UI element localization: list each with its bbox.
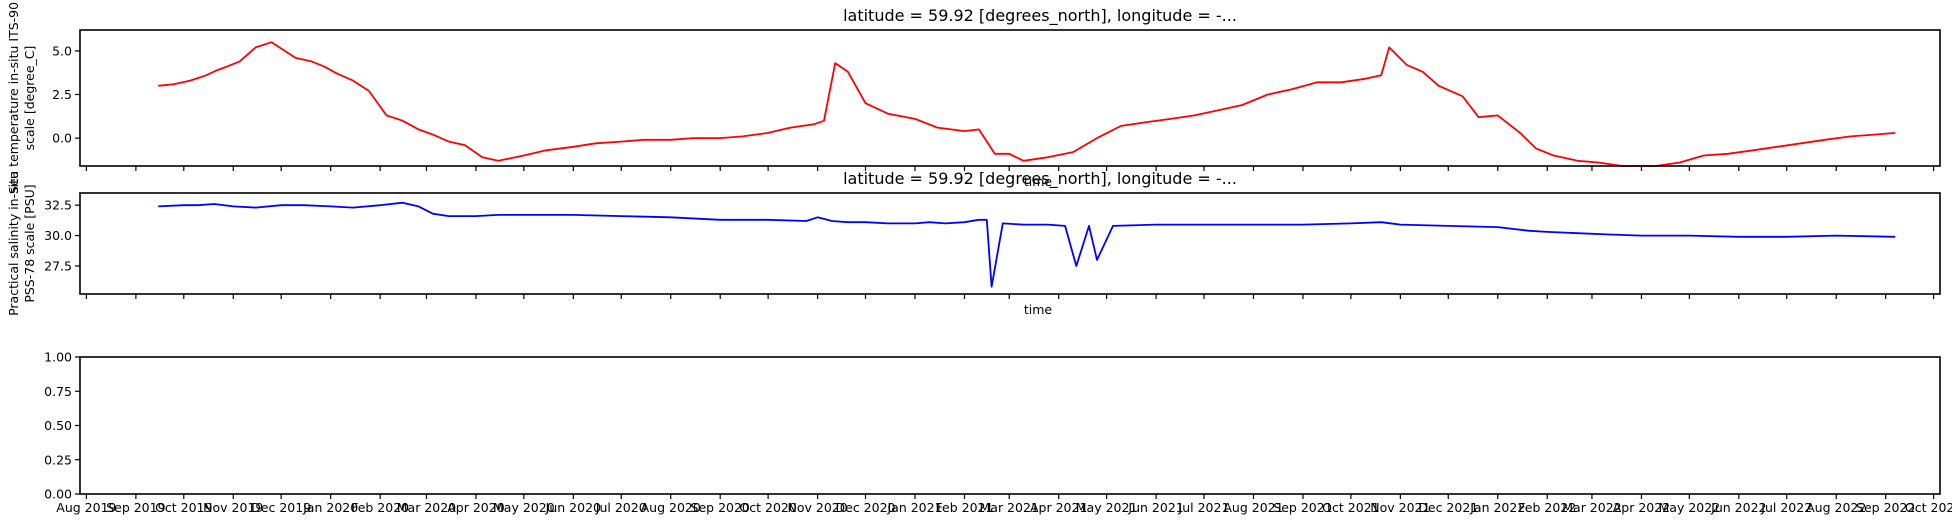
x-tick-label: Sep 2019 bbox=[106, 500, 165, 515]
x-tick-label: Aug 2021 bbox=[1223, 500, 1283, 515]
x-tick-label: Jan 2021 bbox=[886, 500, 942, 515]
axes-frame bbox=[79, 192, 1941, 295]
x-tick-label: Jan 2022 bbox=[1469, 500, 1525, 515]
x-tick-label: Oct 2022 bbox=[1905, 500, 1952, 515]
x-tick-label: Aug 2020 bbox=[641, 500, 701, 515]
x-tick-label: May 2021 bbox=[1076, 500, 1138, 515]
x-tick-label: Jun 2021 bbox=[1127, 500, 1183, 515]
x-tick-label: Oct 2019 bbox=[155, 500, 212, 515]
y-tick-label: 2.5 bbox=[52, 87, 72, 102]
y-axis-label: scale [degree_C] bbox=[22, 46, 37, 151]
x-tick-label: Dec 2020 bbox=[836, 500, 896, 515]
x-tick-label: Mar 2020 bbox=[397, 500, 456, 515]
x-tick-label: Nov 2019 bbox=[203, 500, 263, 515]
x-tick-label: Oct 2020 bbox=[739, 500, 796, 515]
axes-frame bbox=[79, 29, 1941, 167]
x-tick-label: Sep 2021 bbox=[1273, 500, 1332, 515]
x-axis-label: time bbox=[1024, 174, 1053, 189]
panel-title: latitude = 59.92 [degrees_north], longit… bbox=[843, 169, 1237, 189]
x-tick-label: Apr 2022 bbox=[1613, 500, 1670, 515]
y-tick-label: 5.0 bbox=[52, 43, 72, 58]
x-tick-label: Jun 2022 bbox=[1710, 500, 1766, 515]
x-tick-label: Sep 2020 bbox=[691, 500, 750, 515]
x-tick-label: Apr 2021 bbox=[1030, 500, 1087, 515]
y-tick-label: 0.25 bbox=[44, 452, 72, 467]
salinity-panel: 27.5 30.0 32.5 latitude = 59.92 [degrees_no… bbox=[6, 169, 1941, 317]
x-tick-label: Mar 2022 bbox=[1562, 500, 1621, 515]
panel-title: latitude = 59.92 [degrees_north], longit… bbox=[843, 6, 1237, 26]
x-axis-label: time bbox=[1024, 302, 1053, 317]
y-axis-label: Sea temperature in-situ ITS-90 bbox=[6, 2, 21, 194]
y-axis-label: PSS-78 scale [PSU] bbox=[22, 184, 37, 302]
x-tick-label: Jan 2020 bbox=[302, 500, 358, 515]
x-tick-label: Jul 2022 bbox=[1760, 500, 1812, 515]
x-tick-label: Feb 2020 bbox=[351, 500, 409, 515]
x-tick-label: Oct 2021 bbox=[1322, 500, 1379, 515]
y-tick-label: 0.00 bbox=[44, 487, 72, 502]
axes-frame bbox=[79, 356, 1941, 495]
x-tick-label: Dec 2019 bbox=[251, 500, 311, 515]
x-tick-label: Nov 2021 bbox=[1370, 500, 1430, 515]
x-tick-label: Jul 2021 bbox=[1178, 500, 1230, 515]
x-tick-label: Apr 2020 bbox=[447, 500, 504, 515]
x-tick-label: Dec 2021 bbox=[1418, 500, 1478, 515]
y-tick-label: 0.50 bbox=[44, 418, 72, 433]
x-tick-label: May 2020 bbox=[493, 500, 555, 515]
y-tick-label: 30.0 bbox=[44, 228, 72, 243]
x-tick-label: Aug 2019 bbox=[56, 500, 116, 515]
y-tick-label: 0.75 bbox=[44, 384, 72, 399]
x-tick-label: Feb 2022 bbox=[1518, 500, 1576, 515]
x-tick-label: Aug 2022 bbox=[1806, 500, 1866, 515]
y-tick-label: 1.00 bbox=[44, 350, 72, 365]
x-tick-label: Mar 2021 bbox=[980, 500, 1039, 515]
x-tick-label: Sep 2022 bbox=[1856, 500, 1915, 515]
series-line-0-0 bbox=[158, 41, 1896, 167]
series-line-1-0 bbox=[158, 201, 1896, 288]
x-tick-label: Feb 2021 bbox=[936, 500, 994, 515]
y-tick-label: 0.0 bbox=[52, 131, 72, 146]
x-tick-label: Jun 2020 bbox=[545, 500, 601, 515]
y-axis-label: Practical salinity in-situ bbox=[6, 171, 21, 316]
y-tick-label: 32.5 bbox=[44, 198, 72, 213]
y-tick-label: 27.5 bbox=[44, 259, 72, 274]
x-tick-label: Nov 2020 bbox=[788, 500, 848, 515]
x-tick-label: Jul 2020 bbox=[595, 500, 647, 515]
temperature-panel: 0.0 2.5 5.0 latitude = 59.92 [degrees_north… bbox=[6, 2, 1941, 194]
x-tick-label: May 2022 bbox=[1659, 500, 1721, 515]
